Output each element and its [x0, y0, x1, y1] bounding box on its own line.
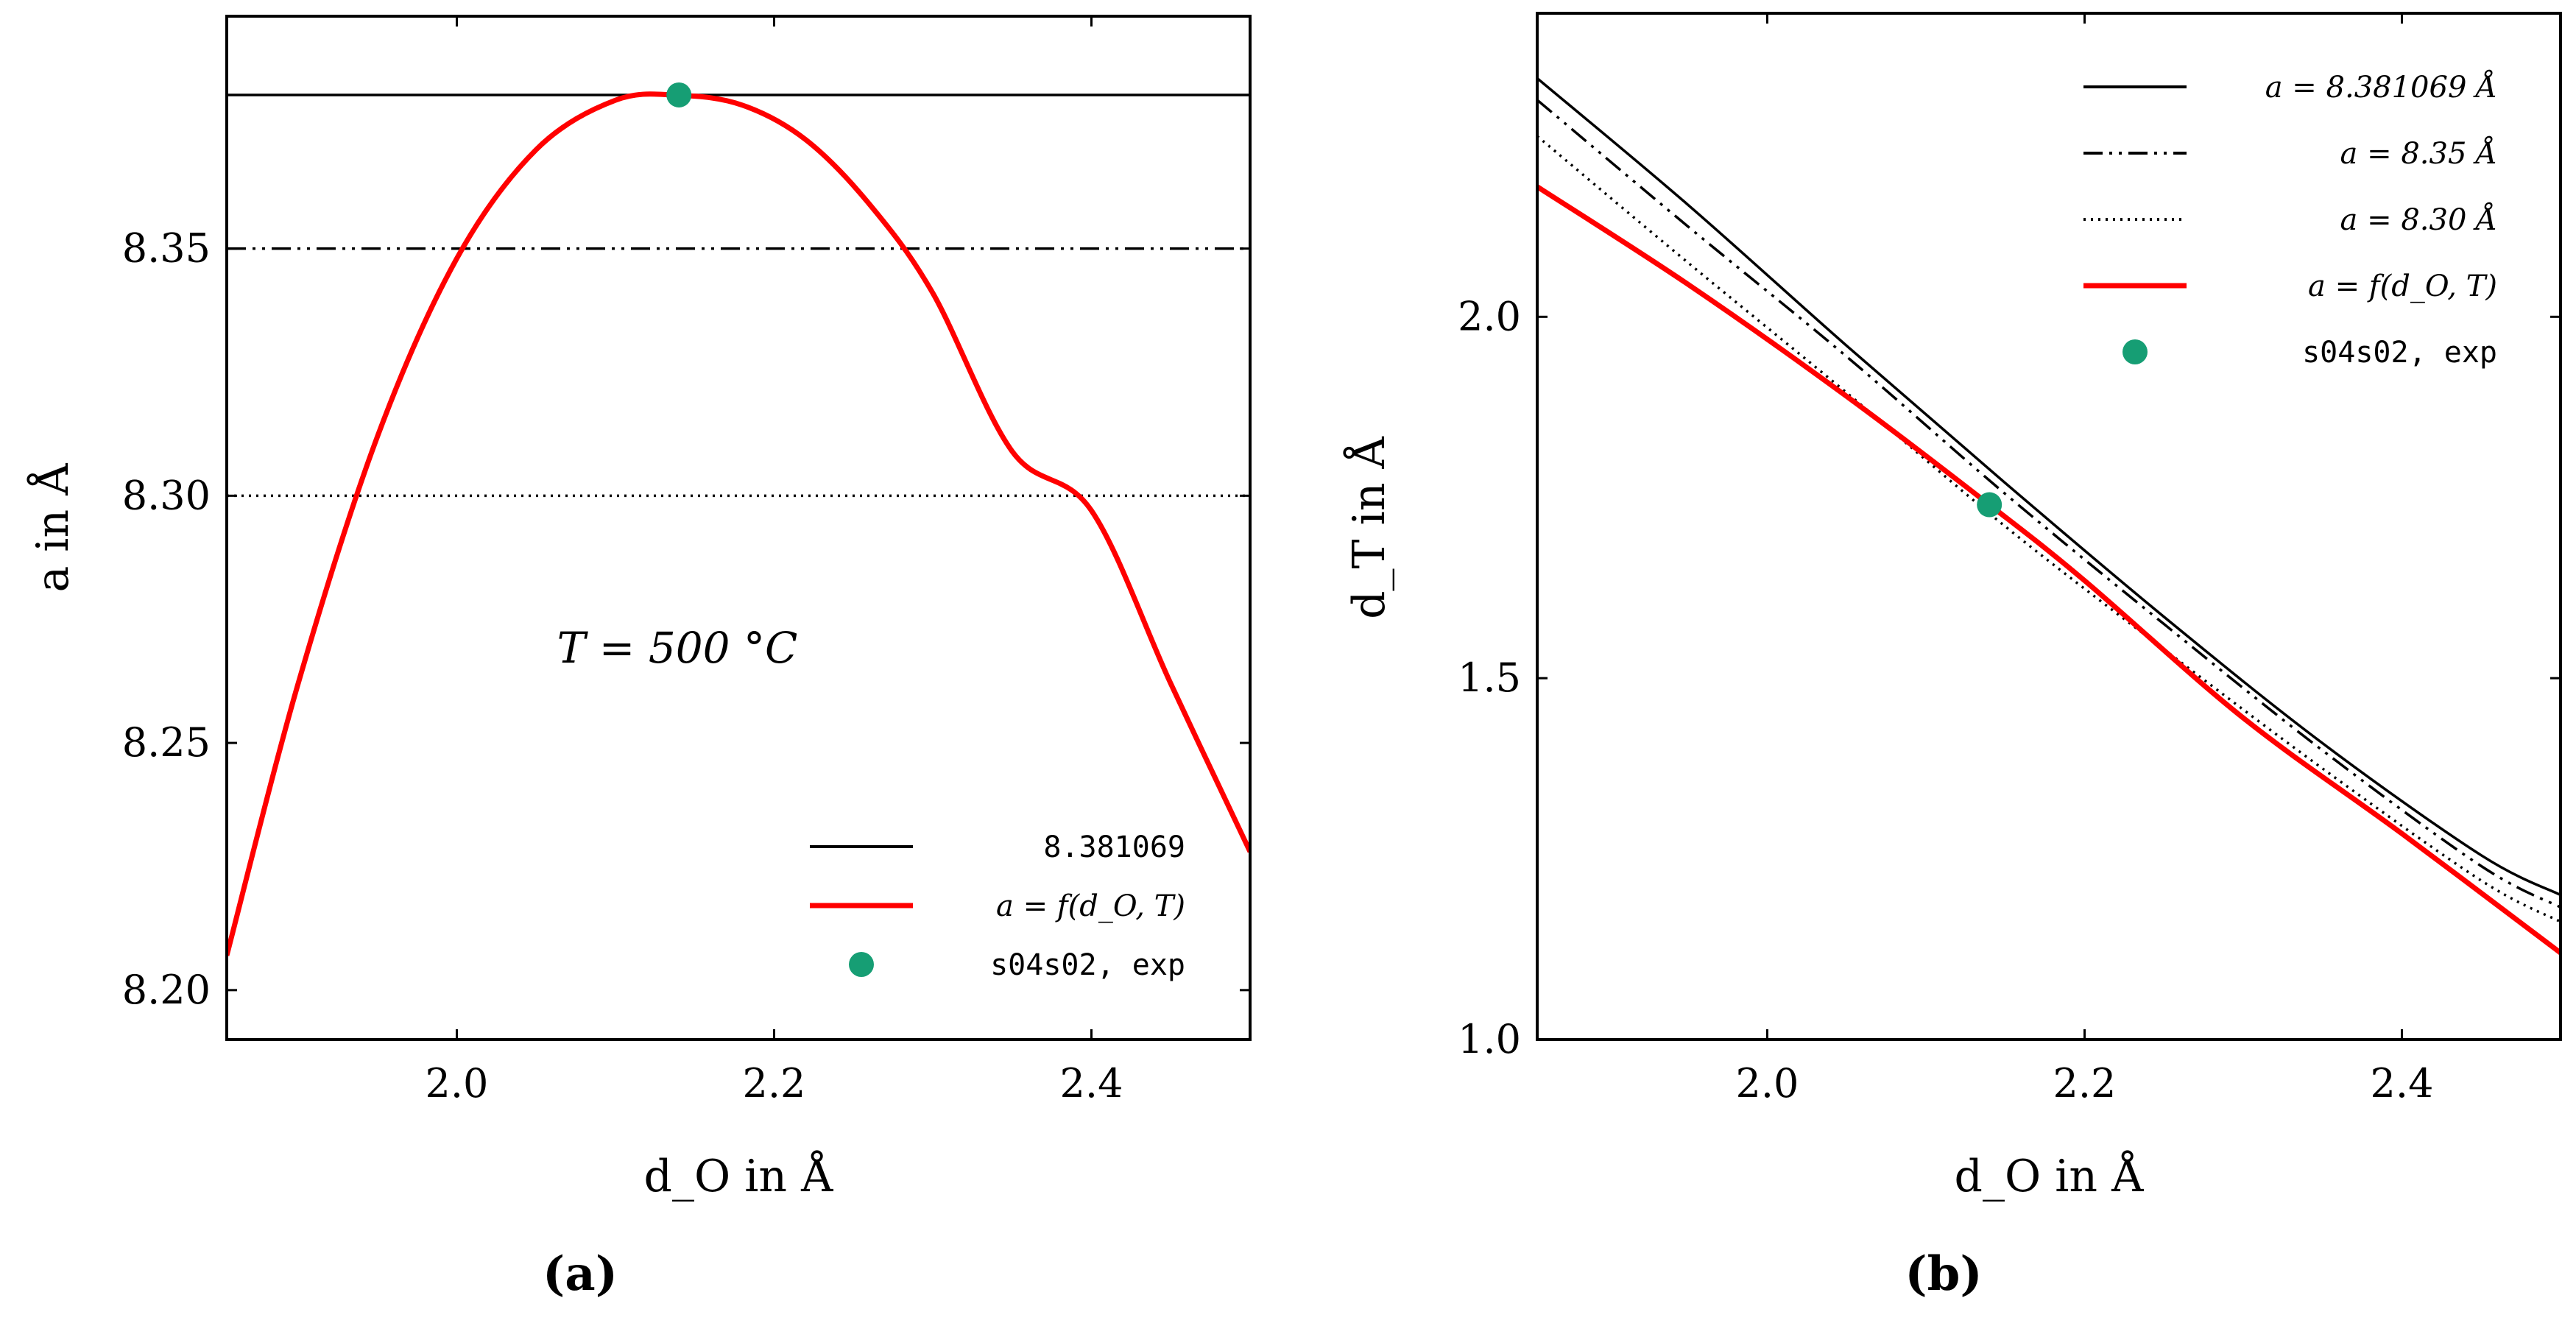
y-tick-label: 8.30 [122, 472, 211, 518]
panel-a-x-tick-labels: 2.0 2.2 2.4 [426, 1060, 1123, 1107]
panel-b-label: (b) [1905, 1246, 1982, 1302]
data-point-s04s02-exp [1977, 492, 2002, 518]
legend-marker [2122, 339, 2148, 364]
y-tick-label: 1.0 [1458, 1016, 1521, 1062]
legend-label: s04s02, exp [990, 948, 1185, 982]
series-line-a-8-35- [1537, 99, 2561, 909]
series-line-a-f-d-o-t- [227, 91, 1250, 956]
legend-label: a = 8.30 Å [2340, 202, 2497, 237]
panel-b: 2.0 2.2 2.4 1.0 1.5 2.0 d_O in Å d_T in Å a … [1343, 12, 2562, 1302]
panel-b-y-tick-labels: 1.0 1.5 2.0 [1458, 293, 1521, 1062]
panel-b-frame [1536, 12, 2562, 1041]
legend-label: s04s02, exp [2302, 336, 2497, 370]
y-tick-label: 2.0 [1458, 293, 1521, 339]
x-tick-label: 2.4 [1060, 1060, 1123, 1107]
data-point-s04s02-exp [666, 82, 692, 107]
legend-label: a = f(d_O, T) [2308, 269, 2497, 303]
panel-a-legend: 8.381069 a = f(d_O, T) s04s02, exp [810, 830, 1185, 982]
panel-a-frame [225, 15, 1252, 1041]
panel-b-series [1537, 77, 2561, 955]
legend-label: a = 8.381069 Å [2265, 70, 2497, 105]
panel-b-x-axis-label: d_O in Å [1955, 1150, 2145, 1202]
y-tick-label: 8.25 [122, 719, 211, 766]
panel-a-x-axis-label: d_O in Å [644, 1150, 834, 1202]
panel-b-legend: a = 8.381069 Å a = 8.35 Å a = 8.30 Å a = f(… [2083, 70, 2497, 370]
series-line-a-f-d-o-t- [1537, 184, 2561, 955]
panel-a-y-tick-labels: 8.20 8.25 8.30 8.35 [122, 225, 211, 1013]
y-tick-label: 8.35 [122, 225, 211, 272]
panel-a-annotation: T = 500 °C [557, 623, 798, 673]
panel-a-y-axis-label: a in Å [27, 463, 79, 593]
legend-marker [849, 952, 874, 977]
x-tick-label: 2.2 [2053, 1060, 2117, 1107]
legend-label: 8.381069 [1043, 830, 1185, 864]
panel-a-label: (a) [543, 1246, 618, 1302]
panel-a-series [227, 82, 1250, 956]
panel-b-y-axis-label: d_T in Å [1343, 436, 1395, 618]
panel-b-x-tick-labels: 2.0 2.2 2.4 [1736, 1060, 2434, 1107]
series-line-a-8-381069- [1537, 77, 2561, 897]
x-tick-label: 2.4 [2371, 1060, 2434, 1107]
legend-label: a = f(d_O, T) [996, 889, 1185, 923]
y-tick-label: 8.20 [122, 967, 211, 1013]
legend-label: a = 8.35 Å [2340, 136, 2497, 171]
panel-a-ticks [227, 16, 1250, 1040]
panel-a: 2.0 2.2 2.4 8.20 8.25 8.30 8.35 T = 500 °C d_… [27, 15, 1252, 1302]
x-tick-label: 2.2 [743, 1060, 806, 1107]
x-tick-label: 2.0 [426, 1060, 489, 1107]
y-tick-label: 1.5 [1458, 655, 1521, 701]
x-tick-label: 2.0 [1736, 1060, 1799, 1107]
